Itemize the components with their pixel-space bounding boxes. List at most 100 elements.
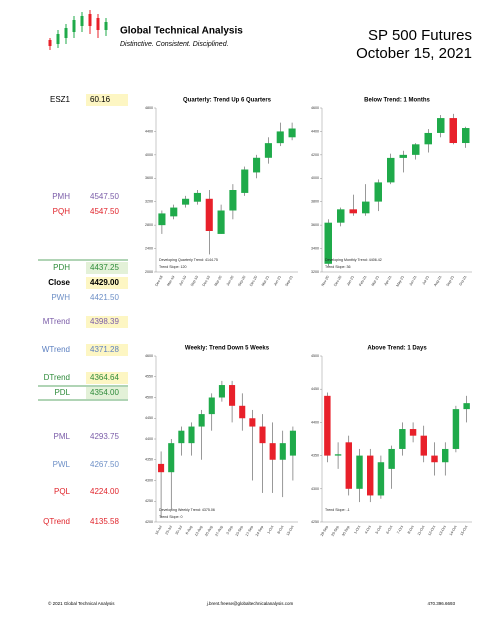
- chart-note: Trend Slope: -1: [325, 508, 350, 512]
- x-tick-label: 14-Oct: [449, 525, 458, 536]
- level-label: PDH: [53, 263, 70, 272]
- x-tick-label: 27-Aug: [214, 525, 223, 537]
- level-label: MTrend: [43, 317, 70, 326]
- x-tick-label: Mar-21: [261, 275, 270, 287]
- x-tick-label: Sep-19: [190, 275, 199, 287]
- level-value: 4293.75: [90, 432, 119, 441]
- x-tick-label: Sep-20: [237, 275, 246, 287]
- chart-title: Quarterly: Trend Up 6 Quarters: [183, 98, 272, 104]
- x-tick-label: 23-Jul: [165, 525, 173, 536]
- candle-body: [412, 144, 420, 155]
- x-tick-label: Feb-21: [358, 275, 367, 287]
- candle-body: [409, 429, 417, 436]
- level-label: QTrend: [43, 517, 70, 526]
- y-tick-label: 3400: [311, 247, 319, 251]
- tagline: Distinctive. Consistent. Disciplined.: [120, 41, 229, 48]
- report-date: October 15, 2021: [356, 45, 472, 62]
- level-label: WTrend: [42, 345, 70, 354]
- y-tick-label: 4800: [145, 106, 153, 110]
- y-tick-label: 4250: [311, 520, 319, 524]
- level-highlight: [86, 94, 128, 106]
- level-highlight: [86, 262, 128, 274]
- level-label: ESZ1: [50, 95, 71, 104]
- candle-body: [241, 169, 249, 193]
- level-value: 4421.50: [90, 293, 119, 302]
- candle-body: [420, 435, 427, 456]
- level-label: PWH: [51, 293, 70, 302]
- y-tick-label: 3200: [145, 200, 153, 204]
- candle-body: [178, 430, 185, 444]
- level-value: 4354.00: [90, 388, 119, 397]
- x-tick-label: 11-Oct: [417, 525, 426, 536]
- x-tick-label: 13-Oct: [438, 525, 447, 536]
- x-tick-label: 8-Oct: [277, 525, 285, 535]
- logo: [48, 10, 108, 50]
- chart: Weekly: Trend Down 5 Weeks 4200 4250 4300 43…: [145, 346, 298, 537]
- x-tick-label: 1-Oct: [353, 525, 361, 535]
- x-tick-label: Oct-21: [459, 275, 468, 286]
- chart-title: Weekly: Trend Down 5 Weeks: [185, 346, 270, 352]
- candle-body: [269, 443, 276, 460]
- candle-body: [399, 429, 406, 449]
- chart-note: Developing Monthly Trend: 4406.42: [325, 258, 382, 262]
- x-tick-label: 10-Sep: [235, 525, 244, 537]
- chart: Above Trend: 1 Days 4250 4300 4350 4400 4450 4…: [311, 346, 472, 537]
- x-tick-label: 16-Jul: [154, 525, 162, 536]
- x-tick-label: 24-Sep: [255, 525, 264, 537]
- candle-body: [158, 213, 166, 226]
- x-tick-label: Mar-19: [166, 275, 175, 287]
- y-tick-label: 4300: [145, 478, 153, 482]
- x-tick-label: Jul-21: [422, 275, 430, 285]
- y-tick-label: 4400: [311, 129, 319, 133]
- x-tick-label: Jun-21: [273, 275, 282, 287]
- y-tick-label: 4400: [311, 420, 319, 424]
- x-tick-label: Jun-19: [178, 275, 187, 287]
- candle-body: [239, 405, 246, 419]
- x-tick-label: Jun-21: [408, 275, 417, 287]
- candle-body: [377, 462, 385, 496]
- level-value: 60.16: [90, 95, 111, 104]
- level-value: 4267.50: [90, 460, 119, 469]
- y-tick-label: 4600: [311, 106, 319, 110]
- candle-body: [168, 443, 175, 473]
- y-tick-label: 4450: [145, 416, 153, 420]
- candle-body: [217, 210, 225, 234]
- x-tick-label: May-21: [395, 275, 404, 287]
- candle-body: [170, 207, 178, 217]
- level-value: 4398.39: [90, 317, 119, 326]
- candle-body: [229, 385, 236, 406]
- y-tick-label: 3800: [311, 200, 319, 204]
- y-tick-label: 4400: [145, 437, 153, 441]
- candle-body: [399, 154, 407, 158]
- level-label: PQH: [53, 207, 71, 216]
- x-tick-label: 29-Sep: [331, 525, 340, 537]
- x-tick-label: 5-Oct: [375, 525, 383, 535]
- candle-body: [442, 448, 449, 463]
- x-tick-label: 7-Oct: [396, 525, 404, 535]
- y-tick-label: 3600: [311, 223, 319, 227]
- x-tick-label: 17-Sep: [245, 525, 254, 537]
- y-tick-label: 3600: [145, 176, 153, 180]
- x-tick-label: 15-Oct: [459, 525, 468, 536]
- candle-body: [208, 397, 215, 415]
- level-value: 4429.00: [90, 278, 119, 287]
- x-tick-label: Apr-21: [384, 275, 393, 286]
- candle-body: [337, 209, 345, 223]
- candle-body: [188, 426, 195, 444]
- level-highlight: [86, 387, 128, 399]
- level-label: PWL: [53, 460, 71, 469]
- x-tick-label: Dec-18: [154, 275, 163, 287]
- level-label: PDL: [54, 388, 70, 397]
- x-tick-label: 1-Oct: [266, 525, 274, 535]
- candle-body: [449, 118, 457, 144]
- x-tick-label: 30-Jul: [175, 525, 183, 536]
- level-highlight: [86, 316, 128, 328]
- chart-note: Developing Weekly Trend: 4375.06: [159, 508, 215, 512]
- x-tick-label: Mar-21: [371, 275, 380, 287]
- level-highlight: [86, 372, 128, 384]
- level-value: 4364.64: [90, 373, 119, 382]
- y-tick-label: 2000: [145, 270, 153, 274]
- footer-copyright: © 2021 Global Technical Analysis: [48, 600, 115, 606]
- chart-title: Below Trend: 1 Months: [364, 98, 430, 104]
